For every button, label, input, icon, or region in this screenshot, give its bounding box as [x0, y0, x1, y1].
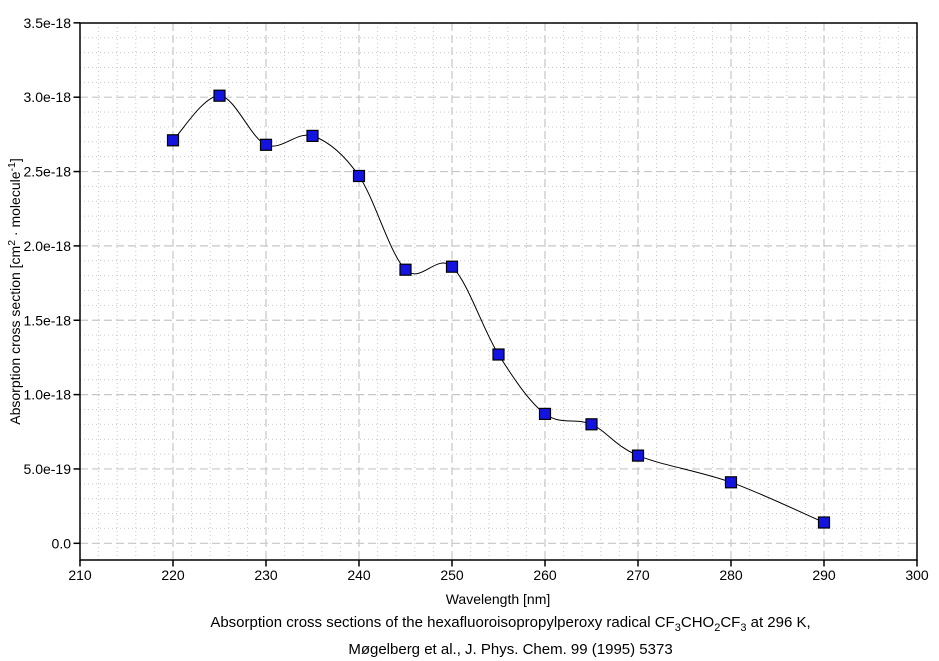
data-point-marker	[352, 169, 366, 183]
y-axis-label-mid: · molecule	[7, 171, 23, 240]
caption-line1-text: CF	[720, 614, 741, 631]
x-tick-label: 210	[68, 567, 92, 583]
y-tick-label: 3.5e-18	[24, 15, 72, 31]
data-point-marker	[538, 407, 552, 420]
data-series	[166, 89, 831, 529]
y-tick-label: 1.0e-18	[24, 387, 72, 403]
x-tick-label: 280	[719, 567, 743, 583]
y-tick-label: 3.0e-18	[24, 89, 72, 105]
y-axis-label-sup-neg1: -1	[6, 162, 18, 171]
x-tick-label: 270	[626, 567, 650, 583]
data-point-marker	[213, 89, 226, 102]
major-gridlines	[80, 23, 917, 560]
x-tick-label: 240	[347, 567, 371, 583]
y-tick-label: 2.5e-18	[24, 164, 72, 180]
tick-labels: 210 220 230 240 250 260 270 280 290 300 0.0 5.0e-19…	[24, 15, 929, 583]
x-tick-label: 230	[254, 567, 278, 583]
data-line	[172, 95, 825, 523]
y-tick-label: 0.0	[52, 535, 72, 551]
absorption-spectrum-chart: 210 220 230 240 250 260 270 280 290 300 0.0 5.0e-19…	[6, 15, 929, 607]
x-tick-label: 290	[812, 567, 836, 583]
caption-sub-2: 2	[714, 622, 721, 634]
data-point-marker	[445, 260, 459, 273]
caption-line1-text: CHO	[680, 614, 715, 631]
data-point-marker	[724, 476, 738, 489]
caption-line1-text: at 296 K,	[746, 614, 811, 631]
y-axis-label-end: ]	[7, 158, 23, 162]
data-point-marker	[817, 516, 831, 529]
data-point-marker	[492, 348, 505, 361]
data-point-marker	[166, 134, 180, 147]
data-point-marker	[585, 418, 598, 431]
x-axis-label: Wavelength [nm]	[446, 591, 551, 607]
y-tick-label: 2.0e-18	[24, 238, 72, 254]
data-point-marker	[306, 129, 319, 142]
plot-frame	[79, 22, 918, 561]
y-axis-label: Absorption cross section [cm2 · molecule…	[6, 158, 23, 425]
data-point-marker	[259, 138, 273, 151]
y-axis-label-main: Absorption cross section [cm	[7, 246, 23, 425]
y-tick-label: 1.5e-18	[24, 312, 72, 328]
caption-sub-3b: 3	[740, 622, 747, 634]
caption-sub-3a: 3	[674, 622, 681, 634]
caption-line1-text: Absorption cross sections of the hexaflu…	[210, 614, 675, 631]
figure-caption: Absorption cross sections of the hexaflu…	[88, 612, 933, 661]
caption-line1: Absorption cross sections of the hexaflu…	[88, 612, 933, 639]
minor-gridlines	[80, 23, 917, 560]
y-axis-label-sup-2: 2	[6, 240, 18, 246]
data-point-marker	[399, 263, 412, 276]
data-point-marker	[631, 449, 645, 462]
x-tick-label: 220	[161, 567, 185, 583]
axis-ticks	[73, 22, 918, 567]
y-tick-label: 5.0e-19	[24, 461, 72, 477]
x-tick-label: 260	[533, 567, 557, 583]
caption-line2: Møgelberg et al., J. Phys. Chem. 99 (199…	[348, 641, 673, 658]
x-tick-label: 250	[440, 567, 464, 583]
x-tick-label: 300	[905, 567, 929, 583]
